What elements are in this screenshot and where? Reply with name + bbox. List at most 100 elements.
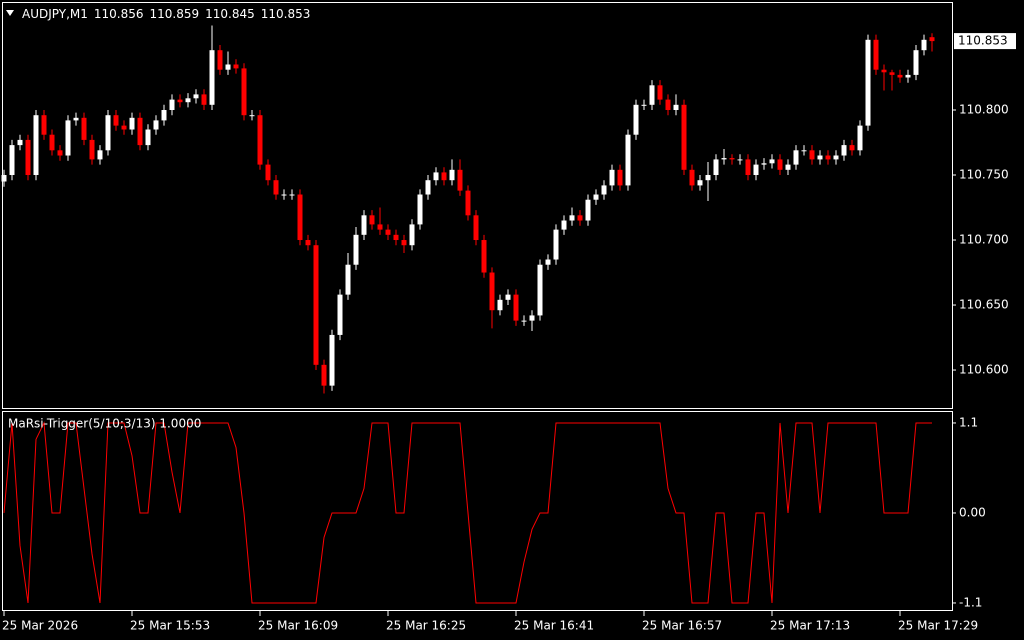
candle-body bbox=[849, 145, 855, 151]
candle-body bbox=[57, 150, 63, 156]
candle-body bbox=[289, 194, 295, 196]
collapse-icon[interactable] bbox=[6, 10, 14, 16]
candle-body bbox=[809, 150, 815, 160]
x-tick-label: 25 Mar 15:53 bbox=[130, 619, 210, 633]
candle-body bbox=[817, 155, 823, 160]
candle-body bbox=[673, 104, 679, 111]
candle-body bbox=[521, 320, 527, 322]
candle-body bbox=[721, 158, 727, 160]
candle-body bbox=[857, 125, 863, 151]
candle-body bbox=[185, 98, 191, 103]
candle-body bbox=[465, 190, 471, 216]
candle-body bbox=[617, 169, 623, 186]
candle-body bbox=[241, 68, 247, 116]
candle-body bbox=[889, 72, 895, 75]
candle-body bbox=[633, 104, 639, 135]
candle-body bbox=[393, 234, 399, 241]
symbol-title: AUDJPY,M1 bbox=[22, 7, 88, 21]
candle-body bbox=[425, 180, 431, 195]
candle-body bbox=[177, 99, 183, 103]
candle-body bbox=[73, 117, 79, 121]
candle-body bbox=[585, 199, 591, 221]
candle-body bbox=[33, 115, 39, 176]
candle-body bbox=[873, 39, 879, 70]
current-price-label: 110.853 bbox=[958, 34, 1008, 48]
candle-body bbox=[457, 169, 463, 191]
candle-body bbox=[913, 50, 919, 75]
candle-body bbox=[49, 134, 55, 151]
candle-body bbox=[81, 117, 87, 140]
candle-body bbox=[217, 50, 223, 70]
candle-body bbox=[505, 294, 511, 300]
ohlc-value: 110.845 bbox=[205, 7, 255, 21]
candle-body bbox=[529, 315, 535, 321]
candle-body bbox=[409, 224, 415, 246]
candle-body bbox=[281, 194, 287, 196]
y-tick-label: 0.00 bbox=[959, 505, 986, 519]
candle-body bbox=[97, 150, 103, 160]
ohlc-value: 110.853 bbox=[261, 7, 311, 21]
candle-body bbox=[625, 134, 631, 186]
candle-body bbox=[753, 164, 759, 176]
candle-body bbox=[129, 117, 135, 130]
indicator-panel-frame bbox=[2, 411, 953, 611]
candle-body bbox=[89, 139, 95, 160]
candle-body bbox=[841, 145, 847, 156]
indicator-line bbox=[3, 421, 932, 604]
y-tick-label: 110.800 bbox=[959, 103, 1009, 117]
ohlc-value: 110.856 bbox=[94, 7, 144, 21]
candle-body bbox=[601, 185, 607, 195]
x-tick-label: 25 Mar 17:13 bbox=[770, 619, 850, 633]
candle-body bbox=[609, 169, 615, 186]
candle-body bbox=[169, 99, 175, 111]
candle-body bbox=[41, 115, 47, 135]
candle-body bbox=[153, 120, 159, 130]
candle-body bbox=[865, 39, 871, 126]
x-tick-label: 25 Mar 16:09 bbox=[258, 619, 338, 633]
candle-body bbox=[9, 145, 15, 176]
candle-body bbox=[313, 245, 319, 365]
candle-body bbox=[225, 64, 231, 70]
candle-body bbox=[777, 159, 783, 170]
x-tick-label: 25 Mar 16:57 bbox=[642, 619, 722, 633]
chart-header: AUDJPY,M1 110.856 110.859 110.845 110.853 bbox=[22, 7, 310, 21]
candle-body bbox=[513, 294, 519, 321]
candle-body bbox=[385, 229, 391, 235]
candle-body bbox=[801, 150, 807, 152]
candle-body bbox=[681, 104, 687, 170]
candle-body bbox=[17, 139, 23, 146]
candle-body bbox=[449, 169, 455, 181]
candle-body bbox=[113, 115, 119, 126]
candle-body bbox=[377, 224, 383, 230]
candle-body bbox=[329, 334, 335, 386]
candle-body bbox=[881, 69, 887, 73]
candle-body bbox=[689, 169, 695, 186]
candle-body bbox=[489, 272, 495, 311]
y-tick-label: -1.1 bbox=[959, 595, 982, 609]
candle-body bbox=[921, 39, 927, 51]
candle-body bbox=[561, 220, 567, 230]
candle-body bbox=[705, 175, 711, 181]
candle-body bbox=[713, 159, 719, 176]
candle-body bbox=[433, 172, 439, 181]
candle-body bbox=[305, 240, 311, 246]
candle-body bbox=[905, 74, 911, 78]
candle-body bbox=[577, 215, 583, 221]
candle-body bbox=[361, 215, 367, 235]
candle-body bbox=[193, 94, 199, 99]
y-tick-label: 110.750 bbox=[959, 168, 1009, 182]
candle-body bbox=[553, 229, 559, 260]
candle-body bbox=[697, 180, 703, 186]
candle-body bbox=[649, 85, 655, 105]
candle-body bbox=[593, 194, 599, 200]
x-tick-label: 25 Mar 16:25 bbox=[386, 619, 466, 633]
candle-body bbox=[537, 264, 543, 316]
candle-body bbox=[793, 150, 799, 165]
candle-body bbox=[369, 215, 375, 225]
candle-body bbox=[337, 294, 343, 335]
plot-area: 110.600 110.650 110.700 110.750 110.800 25 Ma… bbox=[1, 25, 1016, 633]
candle-body bbox=[897, 74, 903, 78]
candle-body bbox=[761, 163, 767, 165]
